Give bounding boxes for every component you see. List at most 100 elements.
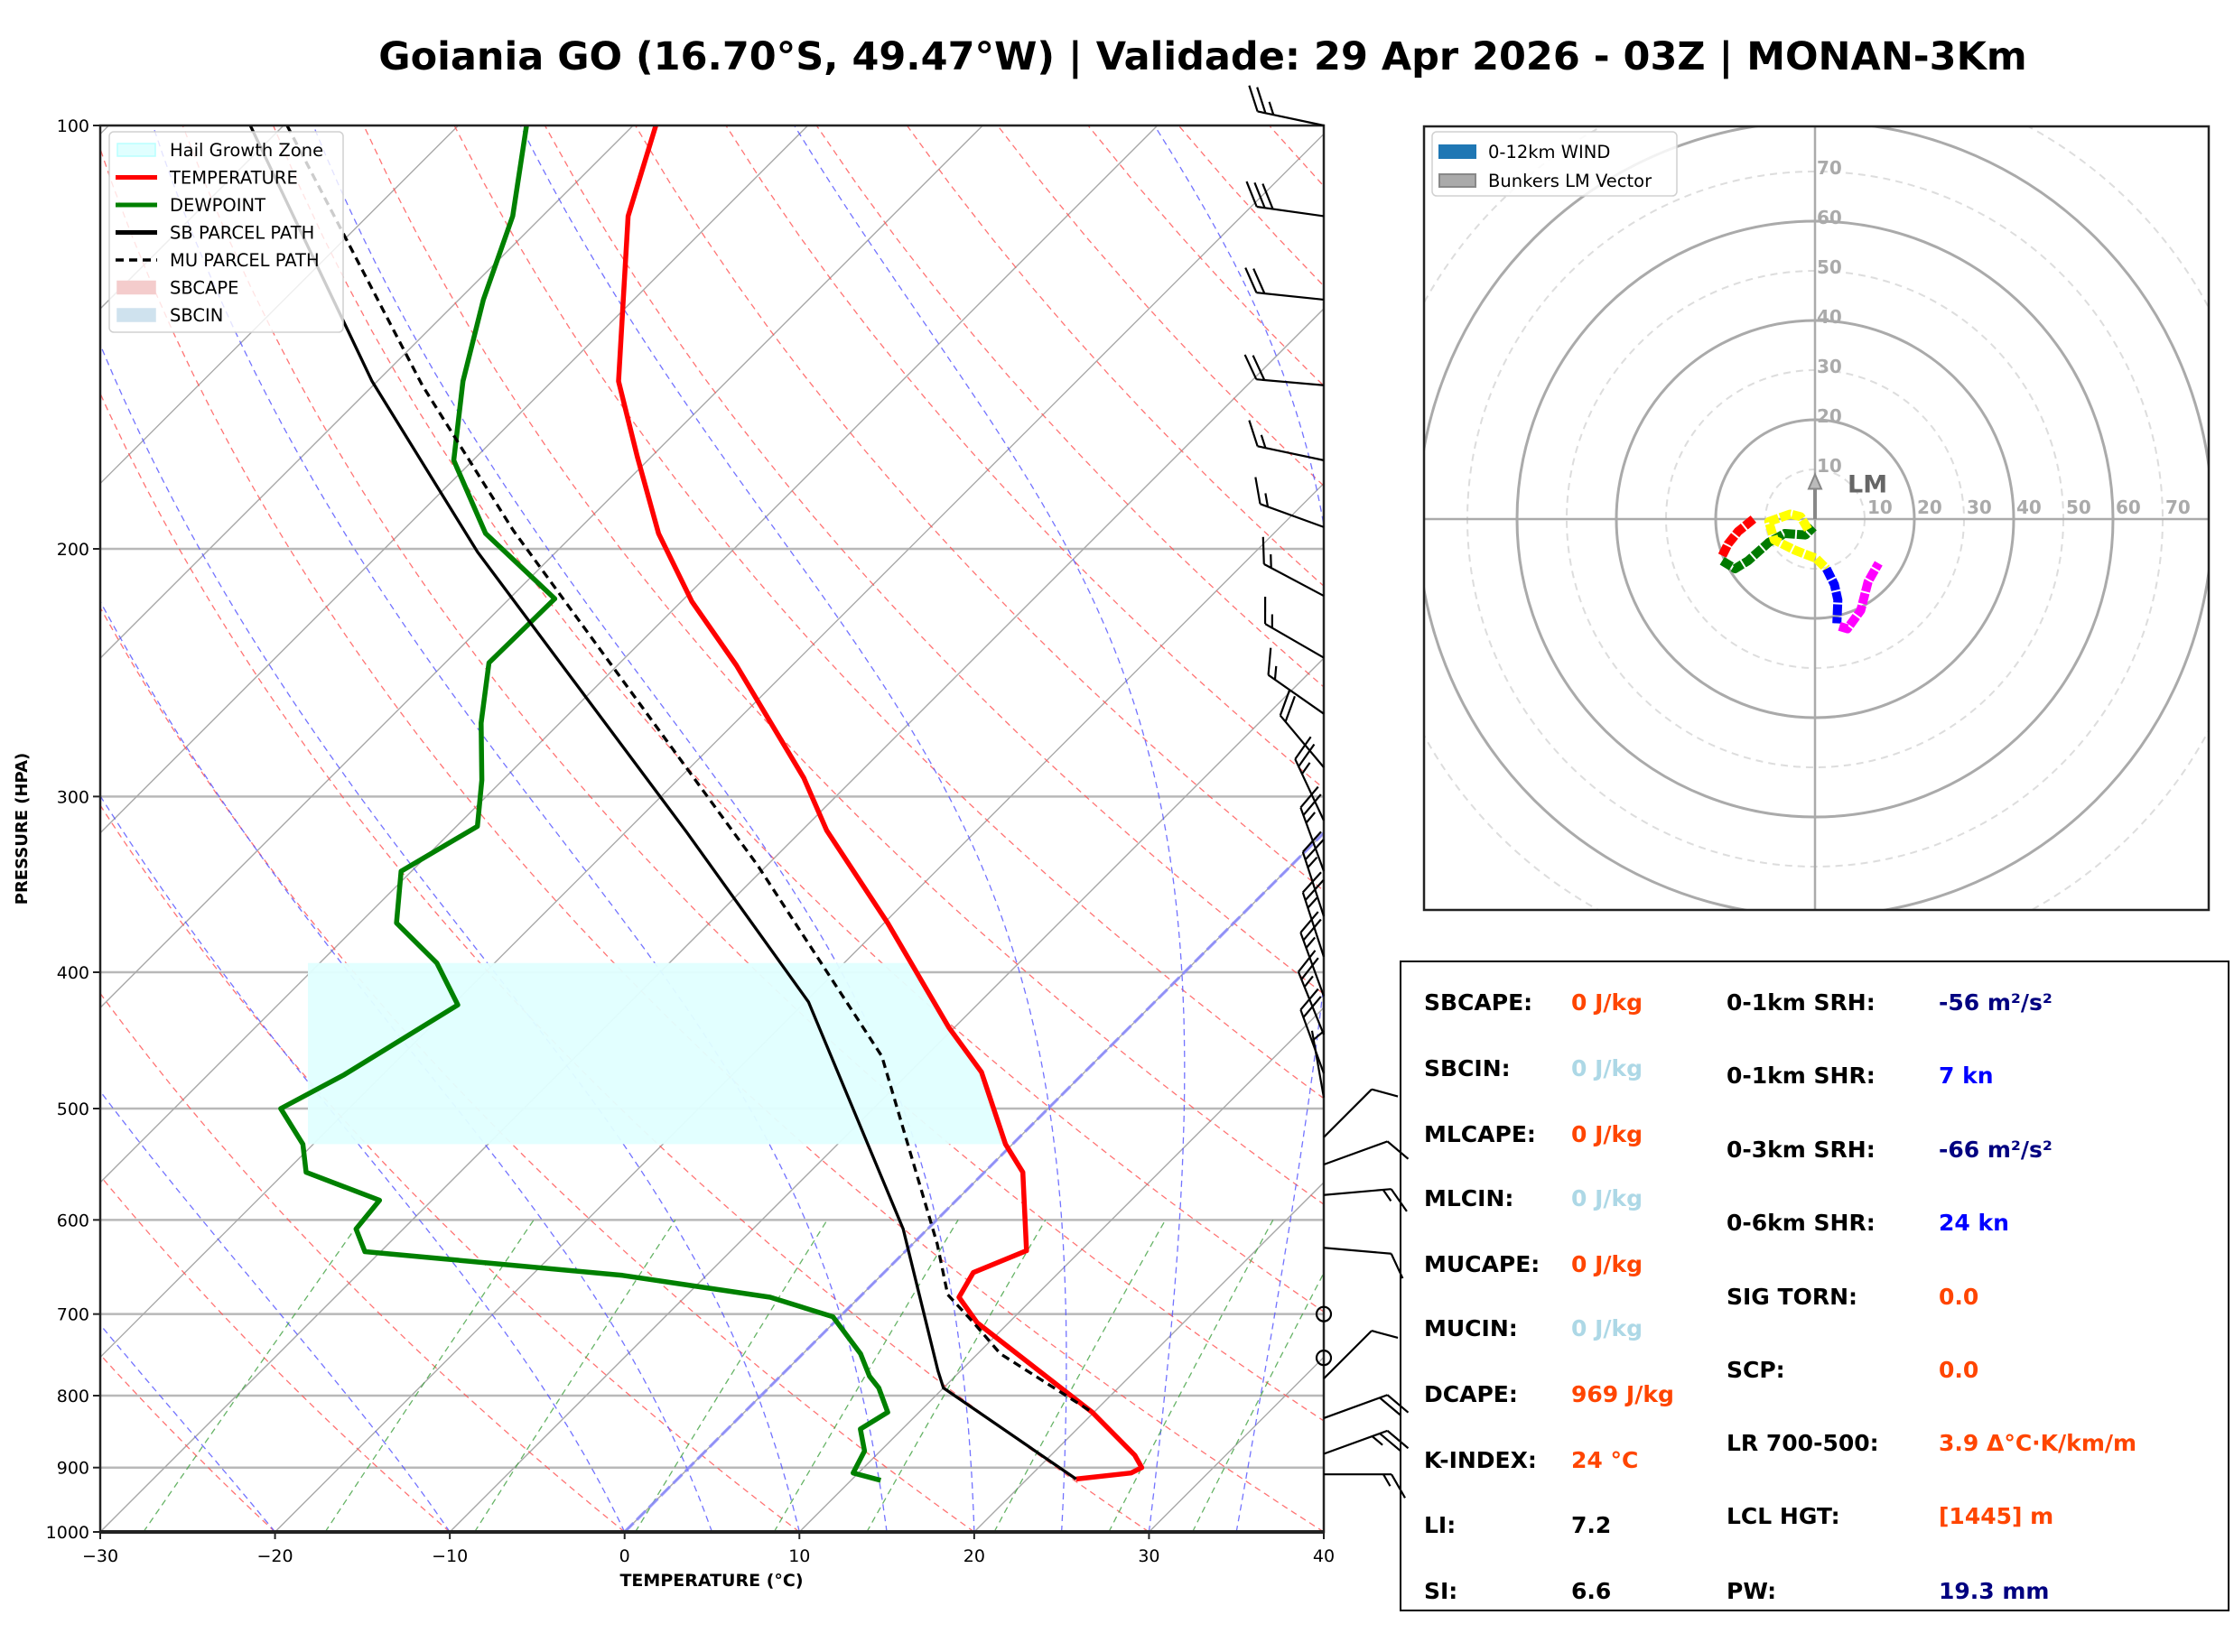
- dry-adiabat-line: [725, 125, 1324, 790]
- wind-barb: [1254, 477, 1325, 528]
- barb-full: [1390, 1188, 1408, 1212]
- series-sb-parcel-path: [248, 125, 1077, 1480]
- ring-label-horizontal: 70: [2165, 497, 2191, 518]
- barb-full: [1302, 794, 1322, 816]
- wind-barb: [1324, 1473, 1406, 1499]
- stat-value: 0 J/kg: [1571, 1251, 1643, 1277]
- ring-label-horizontal: 40: [2016, 497, 2042, 518]
- ring-label-vertical: 70: [1817, 157, 1842, 179]
- barb-full: [1386, 1140, 1410, 1160]
- barb-staff: [1257, 445, 1325, 461]
- wind-barb: [1267, 647, 1325, 715]
- x-tick-label: 20: [963, 1546, 985, 1566]
- barb-half: [1307, 896, 1318, 909]
- barb-full: [1391, 1473, 1406, 1499]
- series-dewpoint: [278, 125, 890, 1483]
- wind-barb: [1279, 689, 1325, 768]
- skewt-diagram: −30 −20 −10 0 10 20 30 40 100 200 300 400 500 600 700 8…: [13, 85, 1410, 1591]
- legend-label: TEMPERATURE: [169, 168, 298, 189]
- moist-adiabat-line: [100, 342, 800, 1532]
- stat-label: LR 700-500:: [1727, 1430, 1879, 1456]
- barb-staff: [1323, 1247, 1392, 1255]
- x-tick-label: −20: [257, 1546, 293, 1566]
- x-tick-label: −10: [432, 1546, 468, 1566]
- wind-barb: [1263, 596, 1325, 659]
- barb-full: [1379, 1397, 1401, 1416]
- stat-label: DCAPE:: [1424, 1381, 1518, 1407]
- barb-full: [1261, 183, 1274, 209]
- barb-full: [1244, 267, 1258, 293]
- stat-label: 0-1km SRH:: [1727, 989, 1876, 1016]
- barb-full: [1267, 647, 1272, 675]
- stat-value: 969 J/kg: [1571, 1381, 1674, 1407]
- legend-label: SBCAPE: [170, 278, 238, 299]
- mixing-ratio-line: [324, 1220, 535, 1532]
- calm-wind-circle: [1315, 1305, 1333, 1323]
- isotherm-line: [100, 133, 1324, 1359]
- stat-label: MLCAPE:: [1424, 1121, 1536, 1147]
- stat-value: -66 m²/s²: [1939, 1137, 2052, 1163]
- isotherm-line: [100, 125, 460, 485]
- skewt-legend: Hail Growth Zone TEMPERATURE DEWPOINT SB PA…: [108, 131, 344, 333]
- stat-value: 0 J/kg: [1571, 989, 1643, 1016]
- dry-adiabat-line: [815, 125, 1324, 688]
- stat-value: 24 °C: [1571, 1447, 1639, 1473]
- isotherm-line: [100, 308, 1324, 1532]
- wind-barb: [1243, 354, 1325, 386]
- legend-label: MU PARCEL PATH: [170, 250, 320, 271]
- barb-staff: [1279, 714, 1325, 768]
- barb-full: [1299, 785, 1319, 809]
- barb-half: [1313, 1030, 1325, 1041]
- barb-staff: [1260, 503, 1325, 528]
- hodograph-segment: [1719, 524, 1817, 573]
- stat-label: 0-1km SHR:: [1727, 1063, 1876, 1089]
- barb-staff: [1323, 1429, 1388, 1455]
- legend-swatch: [1438, 144, 1476, 159]
- legend-swatch: [116, 308, 156, 322]
- legend-label: Bunkers LM Vector: [1488, 171, 1652, 191]
- hodograph: 10 10 20 20 30 30 40 40 50 50 60 60 70 70 LM 0-12km WIN…: [1422, 125, 2211, 912]
- barb-staff: [1256, 205, 1325, 218]
- ring-label-horizontal: 30: [1967, 497, 1992, 518]
- dry-adiabat-line: [544, 125, 1324, 995]
- stat-label: LCL HGT:: [1727, 1503, 1840, 1529]
- barb-staff: [1323, 1088, 1373, 1138]
- bunkers-lm-label: LM: [1848, 471, 1887, 499]
- barb-full: [1304, 879, 1325, 901]
- dry-adiabat-line: [100, 606, 975, 1532]
- mixing-ratio-line: [143, 1220, 362, 1532]
- freezing-isotherm: [623, 831, 1324, 1532]
- y-tick-label: 100: [57, 116, 89, 136]
- legend-swatch: [116, 280, 156, 295]
- sounding-indices-panel: SBCAPE: 0 J/kg SBCIN: 0 J/kg MLCAPE: 0 J/kg ML…: [1400, 961, 2229, 1611]
- wind-barb: [1323, 1330, 1399, 1379]
- hodograph-legend: 0-12km WIND Bunkers LM Vector: [1431, 131, 1678, 197]
- ring-label-vertical: 60: [1817, 207, 1842, 228]
- wind-barb: [1301, 831, 1326, 917]
- calm-wind-circle: [1315, 1350, 1333, 1367]
- barb-staff: [1310, 1030, 1326, 1098]
- y-tick-label: 500: [57, 1100, 89, 1119]
- barb-half: [1260, 434, 1267, 449]
- barb-full: [1284, 695, 1296, 722]
- hodograph-segment: [1717, 515, 1756, 558]
- stat-value: -56 m²/s²: [1939, 989, 2052, 1016]
- x-tick-label: 0: [619, 1546, 630, 1566]
- skewt-axes-frame: [98, 124, 1326, 1534]
- barb-half: [1301, 762, 1311, 775]
- hodograph-segment: [1838, 561, 1883, 634]
- wind-barb: [1323, 1429, 1410, 1455]
- mixing-ratio-line: [993, 1220, 1167, 1532]
- isotherm-line: [798, 1007, 1324, 1532]
- wind-barb: [1299, 785, 1326, 872]
- dry-adiabat-line: [182, 125, 1324, 1422]
- wind-barb: [1248, 420, 1325, 461]
- ring-label-horizontal: 60: [2116, 497, 2141, 518]
- wind-barb: [1261, 536, 1325, 598]
- legend-label: 0-12km WIND: [1488, 142, 1610, 162]
- background-lines: [100, 125, 1324, 1532]
- barb-half: [1305, 936, 1317, 949]
- stat-value: 19.3 mm: [1939, 1578, 2050, 1604]
- stat-label: PW:: [1727, 1578, 1777, 1604]
